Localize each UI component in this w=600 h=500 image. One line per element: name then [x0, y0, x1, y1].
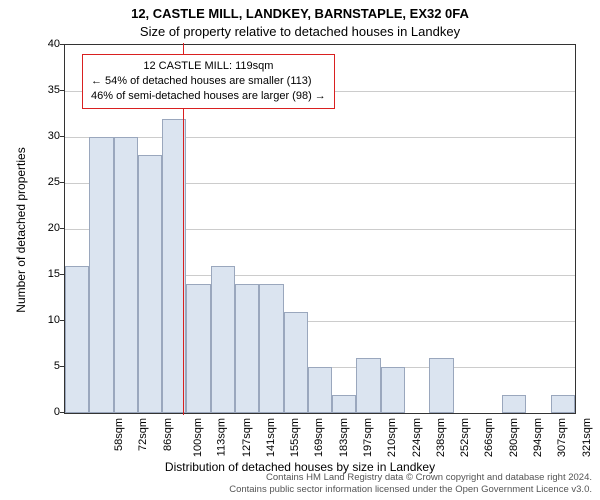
x-tick-label: 266sqm: [484, 418, 496, 457]
annotation-line-smaller: ← 54% of detached houses are smaller (11…: [91, 74, 326, 89]
y-tick-mark: [60, 412, 64, 413]
x-tick-label: 155sqm: [289, 418, 301, 457]
x-tick-label: 141sqm: [265, 418, 277, 457]
y-tick-mark: [60, 44, 64, 45]
annotation-callout: 12 CASTLE MILL: 119sqm ← 54% of detached…: [82, 54, 335, 109]
histogram-bar: [89, 137, 113, 413]
x-tick-label: 58sqm: [113, 418, 125, 451]
chart-title-address: 12, CASTLE MILL, LANDKEY, BARNSTAPLE, EX…: [0, 6, 600, 21]
y-tick-label: 20: [24, 222, 60, 234]
y-tick-mark: [60, 228, 64, 229]
y-tick-label: 40: [24, 38, 60, 50]
y-tick-mark: [60, 320, 64, 321]
x-tick-label: 100sqm: [192, 418, 204, 457]
y-tick-label: 10: [24, 314, 60, 326]
histogram-bar: [308, 367, 332, 413]
annotation-line-property: 12 CASTLE MILL: 119sqm: [91, 59, 326, 74]
x-tick-label: 294sqm: [532, 418, 544, 457]
y-tick-mark: [60, 274, 64, 275]
credit-line-1: Contains HM Land Registry data © Crown c…: [229, 472, 592, 484]
histogram-bar: [284, 312, 308, 413]
credit-text: Contains HM Land Registry data © Crown c…: [229, 472, 592, 496]
y-tick-label: 35: [24, 84, 60, 96]
histogram-bar: [65, 266, 89, 413]
x-tick-label: 210sqm: [386, 418, 398, 457]
y-tick-label: 5: [24, 360, 60, 372]
y-tick-label: 15: [24, 268, 60, 280]
x-tick-label: 72sqm: [137, 418, 149, 451]
x-tick-label: 197sqm: [362, 418, 374, 457]
histogram-bar: [502, 395, 526, 413]
histogram-bar: [429, 358, 453, 413]
x-tick-label: 252sqm: [459, 418, 471, 457]
y-tick-label: 0: [24, 406, 60, 418]
histogram-bar: [235, 284, 259, 413]
gridline: [65, 137, 575, 138]
histogram-bar: [551, 395, 575, 413]
x-tick-label: 280sqm: [508, 418, 520, 457]
x-tick-label: 113sqm: [216, 418, 228, 456]
y-tick-label: 25: [24, 176, 60, 188]
histogram-bar: [186, 284, 210, 413]
x-tick-label: 127sqm: [241, 418, 253, 457]
histogram-bar: [114, 137, 138, 413]
histogram-bar: [381, 367, 405, 413]
histogram-bar: [259, 284, 283, 413]
x-tick-label: 307sqm: [556, 418, 568, 457]
histogram-bar: [356, 358, 380, 413]
y-tick-mark: [60, 136, 64, 137]
chart-title-subtitle: Size of property relative to detached ho…: [0, 24, 600, 39]
y-tick-mark: [60, 366, 64, 367]
y-tick-mark: [60, 90, 64, 91]
annotation-line-larger: 46% of semi-detached houses are larger (…: [91, 89, 326, 104]
y-tick-label: 30: [24, 130, 60, 142]
x-tick-label: 321sqm: [581, 418, 593, 457]
x-tick-label: 86sqm: [162, 418, 174, 451]
y-tick-mark: [60, 182, 64, 183]
x-tick-label: 169sqm: [314, 418, 326, 457]
x-tick-label: 183sqm: [338, 418, 350, 457]
x-tick-label: 224sqm: [411, 418, 423, 457]
histogram-bar: [332, 395, 356, 413]
histogram-bar: [211, 266, 235, 413]
histogram-bar: [138, 155, 162, 413]
x-tick-label: 238sqm: [435, 418, 447, 457]
credit-line-2: Contains public sector information licen…: [229, 484, 592, 496]
